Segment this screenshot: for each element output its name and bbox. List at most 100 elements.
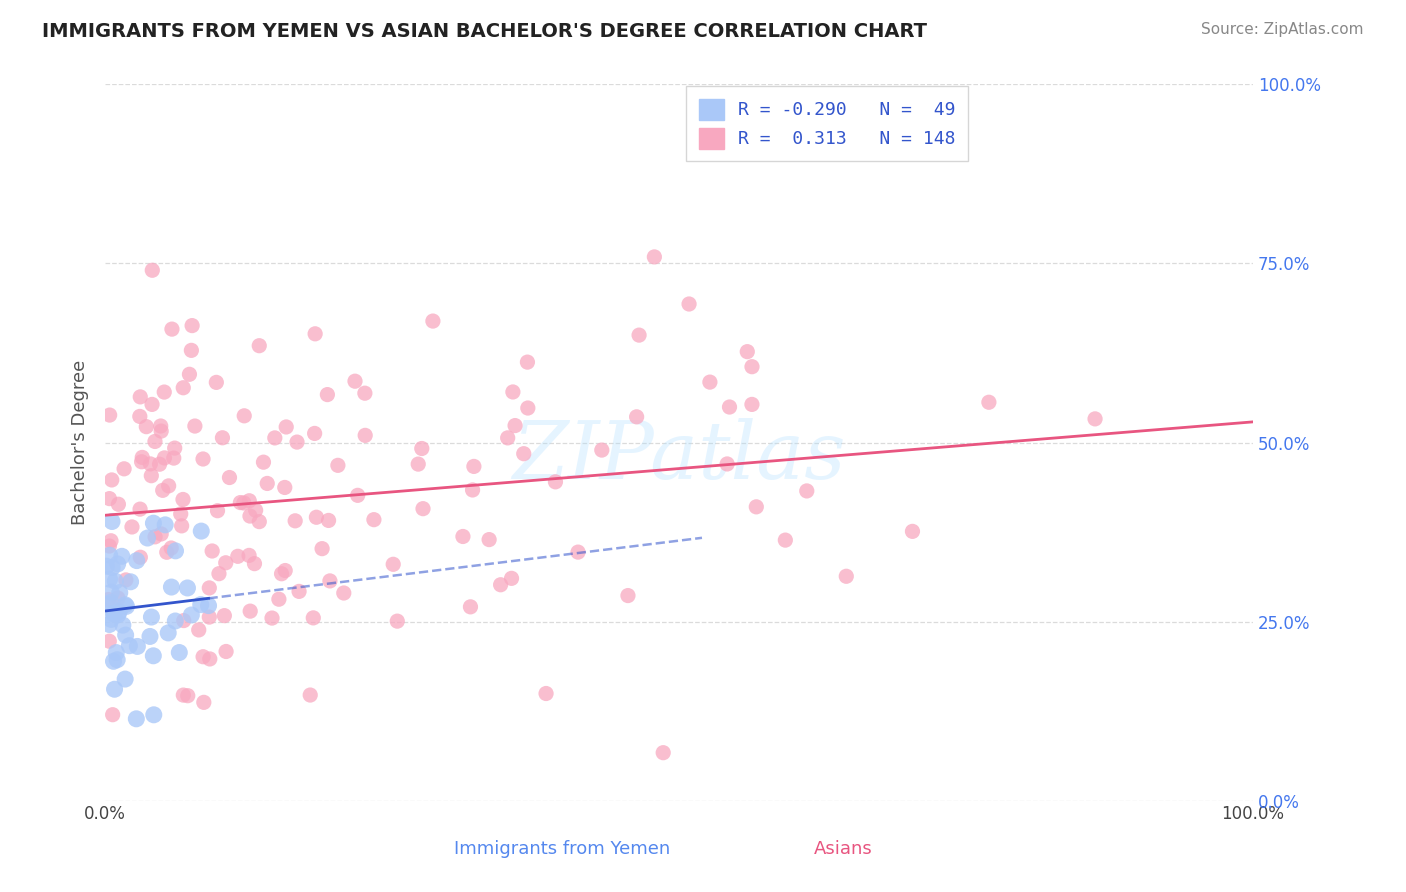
Point xyxy=(238,493,260,508)
Point xyxy=(229,495,252,509)
Point xyxy=(567,545,589,559)
Point xyxy=(97,592,120,607)
Point xyxy=(108,585,131,599)
Point xyxy=(98,408,121,422)
Point xyxy=(354,386,377,401)
Point xyxy=(326,458,349,473)
Point xyxy=(105,646,128,660)
Point xyxy=(238,549,260,563)
Point xyxy=(125,712,148,726)
Point xyxy=(100,473,122,487)
Point xyxy=(103,682,125,697)
Point xyxy=(304,426,326,441)
Point xyxy=(735,344,758,359)
Point xyxy=(260,611,283,625)
Point xyxy=(318,513,340,527)
Point xyxy=(239,509,262,524)
Point xyxy=(103,654,125,668)
Point xyxy=(107,607,129,622)
Point xyxy=(105,653,128,667)
Point xyxy=(180,343,202,358)
Point xyxy=(544,475,567,489)
Point xyxy=(101,707,124,722)
Point xyxy=(172,381,194,395)
Point xyxy=(304,326,326,341)
Point xyxy=(343,374,366,388)
Point xyxy=(215,644,238,658)
Point xyxy=(285,435,308,450)
Text: Source: ZipAtlas.com: Source: ZipAtlas.com xyxy=(1201,22,1364,37)
Point xyxy=(139,630,162,644)
Point xyxy=(422,314,444,328)
Point xyxy=(678,297,700,311)
Point xyxy=(148,457,170,471)
Point xyxy=(741,359,763,374)
Point xyxy=(160,322,183,336)
Point xyxy=(111,618,134,632)
Point xyxy=(181,318,204,333)
Y-axis label: Bachelor's Degree: Bachelor's Degree xyxy=(72,359,89,525)
Point xyxy=(170,507,193,521)
Point xyxy=(176,581,198,595)
Point xyxy=(191,649,214,664)
Point xyxy=(101,560,124,574)
Point xyxy=(503,418,526,433)
Point xyxy=(98,634,121,648)
Point xyxy=(121,520,143,534)
Text: ZIPatlas: ZIPatlas xyxy=(512,418,846,496)
Point xyxy=(152,483,174,498)
Point xyxy=(141,263,163,277)
Point xyxy=(187,623,209,637)
Point xyxy=(591,443,613,458)
Point xyxy=(107,497,129,511)
Point xyxy=(502,384,524,399)
Point xyxy=(513,447,536,461)
Point xyxy=(141,610,163,624)
Point xyxy=(270,566,292,581)
Point xyxy=(198,610,221,624)
Point xyxy=(311,541,333,556)
Point xyxy=(382,558,405,572)
Point xyxy=(316,387,339,401)
Point xyxy=(190,598,212,612)
Point xyxy=(406,457,429,471)
Point xyxy=(745,500,768,514)
Point xyxy=(115,599,138,614)
Point xyxy=(496,431,519,445)
Point xyxy=(1084,412,1107,426)
Point xyxy=(104,574,127,589)
Point xyxy=(211,431,233,445)
Point xyxy=(643,250,665,264)
Point xyxy=(165,544,187,558)
Point xyxy=(125,553,148,567)
Point xyxy=(274,564,297,578)
Point xyxy=(233,409,256,423)
Point xyxy=(118,639,141,653)
Point xyxy=(245,503,267,517)
Point xyxy=(111,549,134,564)
Text: Asians: Asians xyxy=(814,840,873,858)
Point xyxy=(179,368,201,382)
Point xyxy=(150,527,173,541)
Point xyxy=(115,573,138,587)
Point xyxy=(276,420,298,434)
Point xyxy=(160,541,183,555)
Point xyxy=(157,626,180,640)
Point xyxy=(489,578,512,592)
Point xyxy=(112,462,135,476)
Point xyxy=(129,502,152,516)
Point xyxy=(190,524,212,538)
Point xyxy=(208,566,231,581)
Point xyxy=(103,606,125,620)
Legend: R = -0.290   N =  49, R =  0.313   N = 148: R = -0.290 N = 49, R = 0.313 N = 148 xyxy=(686,87,969,161)
Text: IMMIGRANTS FROM YEMEN VS ASIAN BACHELOR'S DEGREE CORRELATION CHART: IMMIGRANTS FROM YEMEN VS ASIAN BACHELOR'… xyxy=(42,22,927,41)
Point xyxy=(263,431,285,445)
Point xyxy=(129,390,152,404)
Point xyxy=(150,424,173,438)
Point xyxy=(129,550,152,565)
Point xyxy=(149,419,172,434)
Point xyxy=(412,501,434,516)
Point xyxy=(100,595,122,609)
Point xyxy=(534,686,557,700)
Point xyxy=(346,488,368,502)
